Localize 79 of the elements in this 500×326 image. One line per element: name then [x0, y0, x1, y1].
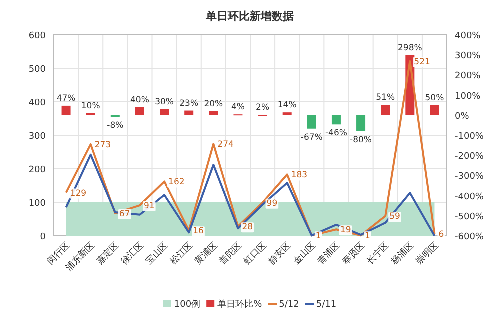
data-label: 6	[438, 230, 444, 240]
data-label: 19	[340, 226, 352, 236]
x-tick-label: 虹口区	[242, 240, 269, 268]
data-label: 521	[414, 57, 430, 68]
y2-tick-label: 400%	[455, 32, 482, 42]
x-tick-label: 普陀区	[217, 240, 244, 268]
legend-label: 5/11	[316, 300, 337, 310]
y-tick-label: 300	[28, 132, 46, 142]
line-series	[65, 154, 436, 237]
x-tick-label: 嘉定区	[94, 240, 122, 268]
data-label: 28	[242, 222, 254, 233]
y2-tick-label: -100%	[455, 132, 484, 142]
bar	[356, 115, 366, 132]
legend-label: 单日环比%	[218, 299, 263, 310]
data-label: 1	[316, 232, 322, 242]
bar	[282, 112, 292, 116]
x-tick-label: 黄浦区	[192, 240, 220, 268]
bar	[62, 106, 71, 116]
y-tick-label: 0	[40, 232, 46, 242]
y2-tick-label: -300%	[455, 172, 484, 182]
y-tick-label: 100	[28, 199, 46, 209]
y2-tick-label: 300%	[455, 52, 482, 62]
bar	[381, 105, 390, 116]
data-label: -80%	[350, 135, 372, 146]
bar	[307, 115, 316, 129]
data-label: 1	[365, 232, 370, 242]
bar	[160, 109, 170, 116]
data-label: 14%	[278, 100, 297, 111]
data-label: 59	[390, 212, 400, 222]
y2-tick-label: 0%	[455, 112, 470, 122]
data-label: 99	[266, 198, 278, 209]
data-label: 20%	[204, 99, 224, 110]
y2-tick-label: 200%	[455, 72, 482, 82]
x-tick-label: 奉贤区	[340, 240, 368, 268]
data-label: -67%	[300, 132, 323, 143]
data-label: 129	[70, 188, 87, 199]
x-tick-label: 崇明区	[414, 240, 441, 268]
data-label: 10%	[81, 101, 100, 112]
data-label: 40%	[130, 95, 150, 106]
y-tick-label: 200	[28, 166, 46, 176]
data-label: 50%	[425, 93, 444, 104]
data-label: 298%	[398, 44, 422, 54]
y2-tick-label: -200%	[455, 152, 484, 162]
x-tick-label: 青浦区	[316, 240, 343, 268]
data-label: 183	[291, 170, 308, 181]
x-tick-label: 金山区	[291, 240, 318, 268]
data-label: 4%	[231, 102, 245, 113]
y-tick-label: 400	[28, 98, 46, 108]
bar	[209, 111, 218, 116]
y2-tick-label: -500%	[455, 212, 484, 222]
data-label: 274	[218, 140, 234, 150]
bar	[184, 110, 194, 116]
legend-label: 100例	[174, 299, 201, 310]
data-label: 47%	[56, 94, 76, 104]
x-tick-label: 静安区	[266, 240, 294, 268]
data-label: 51%	[376, 93, 396, 104]
data-label: -46%	[325, 128, 348, 139]
data-label: 67	[119, 210, 130, 220]
y-tick-label: 600	[28, 32, 46, 42]
chart-title: 单日环比新增数据	[205, 10, 294, 23]
x-tick-label: 宝山区	[144, 240, 171, 268]
data-label: 23%	[180, 98, 199, 109]
data-label: 2%	[256, 103, 270, 113]
y2-tick-label: -600%	[455, 232, 484, 242]
data-label: 16	[193, 226, 204, 237]
bar	[135, 107, 144, 116]
legend-label: 5/12	[279, 300, 300, 310]
x-tick-label: 松江区	[168, 240, 196, 268]
data-label: 162	[168, 178, 185, 188]
bar	[430, 105, 440, 116]
x-tick-label: 徐汇区	[119, 240, 146, 268]
y2-tick-label: 100%	[455, 92, 482, 102]
data-label: -8%	[107, 121, 124, 132]
data-label: 91	[144, 202, 155, 212]
data-label: 30%	[155, 97, 174, 108]
y-tick-label: 500	[28, 65, 46, 75]
y2-tick-label: -400%	[455, 192, 484, 202]
data-label: 273	[94, 140, 112, 151]
bar	[332, 115, 341, 125]
